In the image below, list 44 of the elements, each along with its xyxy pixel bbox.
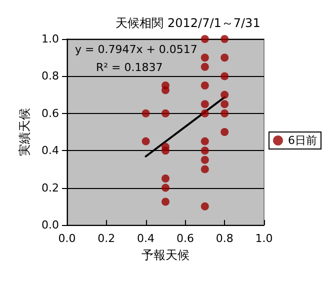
point [220,72,229,80]
point [200,109,209,118]
x-tick-label: 0.8 [216,232,234,245]
point [200,62,209,71]
point [200,100,209,108]
point [200,146,209,155]
point [220,90,229,99]
x-tick-label: 0.6 [176,232,194,245]
point [162,86,170,94]
point [162,198,170,206]
y-tick-label: 0.4 [42,144,59,158]
point [200,82,209,90]
point [220,100,229,108]
y-axis-title: 実績天候 [18,108,32,156]
y-tick-label: 1.0 [42,32,59,46]
point [200,35,209,43]
point [220,54,229,62]
point [200,165,209,174]
point [162,184,170,192]
y-tick-label: 0.2 [42,181,59,194]
point [200,202,209,210]
point [200,156,209,164]
y-tick-label: 0.8 [42,70,59,83]
y-tick-label: 0.6 [42,106,59,120]
x-tick-label: 0.2 [98,232,116,245]
x-tick-label: 0.0 [58,232,76,245]
annotation: R² = 0.1837 [96,61,163,74]
point [162,146,170,155]
point [162,174,170,182]
point [142,109,150,118]
x-tick-label: 1.0 [255,232,273,245]
point [220,128,229,136]
point [162,109,170,118]
x-tick-label: 0.4 [137,232,155,245]
point [142,137,150,146]
y-tick-label: 0.0 [42,218,59,232]
point [220,109,229,118]
annotation: y = 0.7947x + 0.0517 [75,43,198,56]
chart-title: 天候相関 2012/7/1～7/31 [116,16,260,30]
point [220,35,229,43]
x-axis-title: 予報天候 [142,248,190,262]
point [200,137,209,146]
legend-label: 6日前 [288,134,317,147]
point [200,54,209,62]
